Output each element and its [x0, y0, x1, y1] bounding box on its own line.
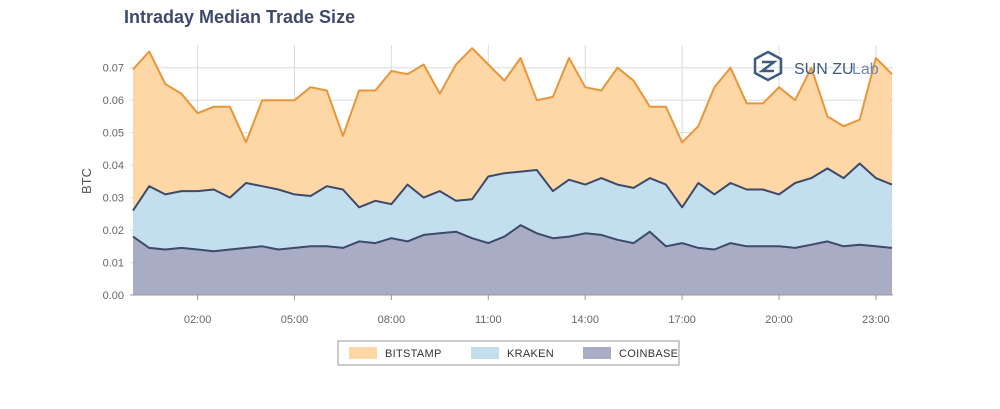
- x-tick-label: 02:00: [184, 314, 212, 326]
- plot-lines: [132, 47, 893, 253]
- logo-mark-icon: [753, 50, 783, 82]
- x-tick-label: 14:00: [571, 314, 599, 326]
- logo-text-light: Lab: [852, 61, 879, 78]
- x-tick-label: 17:00: [668, 314, 696, 326]
- chart-title: Intraday Median Trade Size: [124, 7, 356, 27]
- x-tick-label: 05:00: [281, 314, 309, 326]
- x-tick-label: 08:00: [378, 314, 406, 326]
- legend-swatch-coinbase: [583, 347, 611, 359]
- legend-label-kraken: KRAKEN: [507, 348, 554, 360]
- line-coinbase: [132, 224, 893, 253]
- y-tick-label: 0.01: [103, 258, 124, 270]
- y-tick-label: 0.07: [103, 63, 124, 75]
- legend-label-coinbase: COINBASE: [619, 348, 678, 360]
- x-axis-ticks: 02:00 05:00 08:00 11:00 14:00 17:00 20:00 23:00: [184, 295, 890, 326]
- area-coinbase: [133, 225, 893, 295]
- y-tick-label: 0.00: [103, 290, 124, 302]
- legend-swatch-kraken: [471, 347, 499, 359]
- y-axis-title: BTC: [79, 168, 94, 194]
- x-tick-label: 20:00: [765, 314, 793, 326]
- y-tick-label: 0.04: [103, 160, 124, 172]
- y-tick-label: 0.02: [103, 225, 124, 237]
- sun-zu-lab-logo: SUN ZU Lab: [753, 50, 879, 82]
- line-bitstamp: [132, 47, 893, 144]
- y-tick-label: 0.06: [103, 95, 124, 107]
- legend-swatch-bitstamp: [349, 347, 377, 359]
- legend-label-bitstamp: BITSTAMP: [385, 348, 442, 360]
- legend: BITSTAMP KRAKEN COINBASE: [337, 340, 680, 366]
- line-kraken: [132, 162, 893, 212]
- legend-box: [337, 340, 680, 366]
- y-tick-label: 0.03: [103, 193, 124, 205]
- x-tick-label: 23:00: [862, 314, 890, 326]
- logo-text: SUN ZU: [794, 61, 854, 78]
- x-tick-label: 11:00: [475, 314, 502, 326]
- y-tick-label: 0.05: [103, 128, 124, 140]
- y-axis-ticks: 0.00 0.01 0.02 0.03 0.04 0.05 0.06 0.07: [103, 63, 124, 302]
